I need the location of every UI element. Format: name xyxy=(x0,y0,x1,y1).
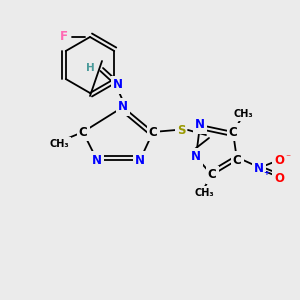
Text: CH₃: CH₃ xyxy=(49,139,69,149)
Text: C: C xyxy=(208,169,216,182)
Text: N: N xyxy=(191,151,201,164)
Text: C: C xyxy=(148,125,158,139)
Text: C: C xyxy=(232,154,242,166)
Text: C: C xyxy=(229,125,237,139)
Text: N: N xyxy=(92,154,102,166)
Text: N: N xyxy=(118,100,128,113)
Text: F: F xyxy=(60,31,68,44)
Text: O: O xyxy=(274,154,284,166)
Text: CH₃: CH₃ xyxy=(194,188,214,198)
Text: N: N xyxy=(254,161,264,175)
Text: N: N xyxy=(135,154,145,166)
Text: O: O xyxy=(274,172,284,184)
Text: N: N xyxy=(113,79,123,92)
Text: C: C xyxy=(79,125,87,139)
Text: CH₃: CH₃ xyxy=(233,109,253,119)
Text: S: S xyxy=(177,124,185,136)
Text: ⁻: ⁻ xyxy=(285,153,291,163)
Text: N: N xyxy=(195,118,205,131)
Text: +: + xyxy=(263,170,269,176)
Text: H: H xyxy=(85,63,94,73)
